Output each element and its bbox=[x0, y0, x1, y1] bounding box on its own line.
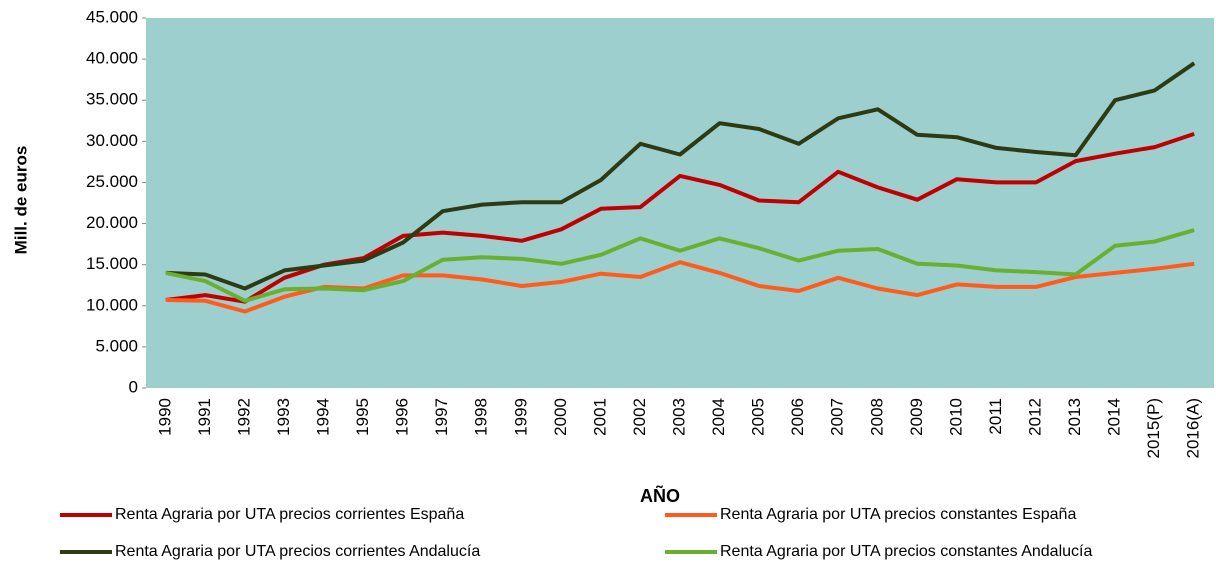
x-tick-label: 2004 bbox=[709, 398, 728, 436]
x-tick-label: 1998 bbox=[472, 398, 491, 436]
x-tick-label: 2016(A) bbox=[1184, 398, 1203, 458]
series-line bbox=[165, 61, 1196, 291]
x-tick-label: 2011 bbox=[986, 398, 1005, 435]
legend-label: Renta Agraria por UTA precios corrientes… bbox=[115, 543, 480, 560]
x-tick-label: 2009 bbox=[907, 398, 926, 436]
y-tick-label: 5.000 bbox=[95, 336, 138, 355]
y-axis-title: Mill. de euros bbox=[11, 146, 30, 255]
x-tick-label: 1992 bbox=[234, 398, 253, 436]
y-tick-label: 25.000 bbox=[86, 172, 138, 191]
x-tick-label: 2008 bbox=[867, 398, 886, 436]
x-tick-label: 1999 bbox=[511, 398, 530, 436]
x-tick-label: 2006 bbox=[788, 398, 807, 436]
x-axis-title: AÑO bbox=[640, 485, 680, 506]
x-tick-label: 2002 bbox=[630, 398, 649, 436]
x-tick-label: 1993 bbox=[274, 398, 293, 436]
x-tick-label: 2012 bbox=[1025, 398, 1044, 436]
x-tick-label: 2005 bbox=[749, 398, 768, 436]
x-tick-label: 2013 bbox=[1065, 398, 1084, 436]
y-tick-label: 15.000 bbox=[86, 254, 138, 273]
series-line bbox=[165, 228, 1195, 303]
y-tick-label: 10.000 bbox=[86, 295, 138, 314]
y-tick-label: 45.000 bbox=[86, 7, 138, 26]
x-tick-label: 1991 bbox=[195, 398, 214, 436]
x-tick-label: 1990 bbox=[155, 398, 174, 436]
y-tick-label: 35.000 bbox=[86, 90, 138, 109]
plot-area bbox=[146, 18, 1214, 388]
legend-label: Renta Agraria por UTA precios constantes… bbox=[720, 543, 1092, 560]
x-tick-label: 2014 bbox=[1105, 398, 1124, 436]
legend-label: Renta Agraria por UTA precios constantes… bbox=[720, 506, 1076, 523]
x-tick-label: 1996 bbox=[393, 398, 412, 436]
x-tick-label: 2010 bbox=[946, 398, 965, 436]
y-tick-label: 0 bbox=[129, 377, 138, 396]
y-tick-label: 20.000 bbox=[86, 213, 138, 232]
y-tick-label: 30.000 bbox=[86, 131, 138, 150]
legend-label: Renta Agraria por UTA precios corrientes… bbox=[115, 506, 464, 523]
y-tick-label: 40.000 bbox=[86, 49, 138, 68]
x-tick-label: 2001 bbox=[590, 398, 609, 436]
x-tick-label: 1994 bbox=[313, 398, 332, 436]
x-tick-label: 2003 bbox=[669, 398, 688, 436]
x-tick-label: 1995 bbox=[353, 398, 372, 436]
x-tick-label: 2015(P) bbox=[1144, 398, 1163, 458]
x-tick-label: 1997 bbox=[432, 398, 451, 436]
x-tick-label: 2007 bbox=[828, 398, 847, 436]
x-tick-label: 2000 bbox=[551, 398, 570, 436]
